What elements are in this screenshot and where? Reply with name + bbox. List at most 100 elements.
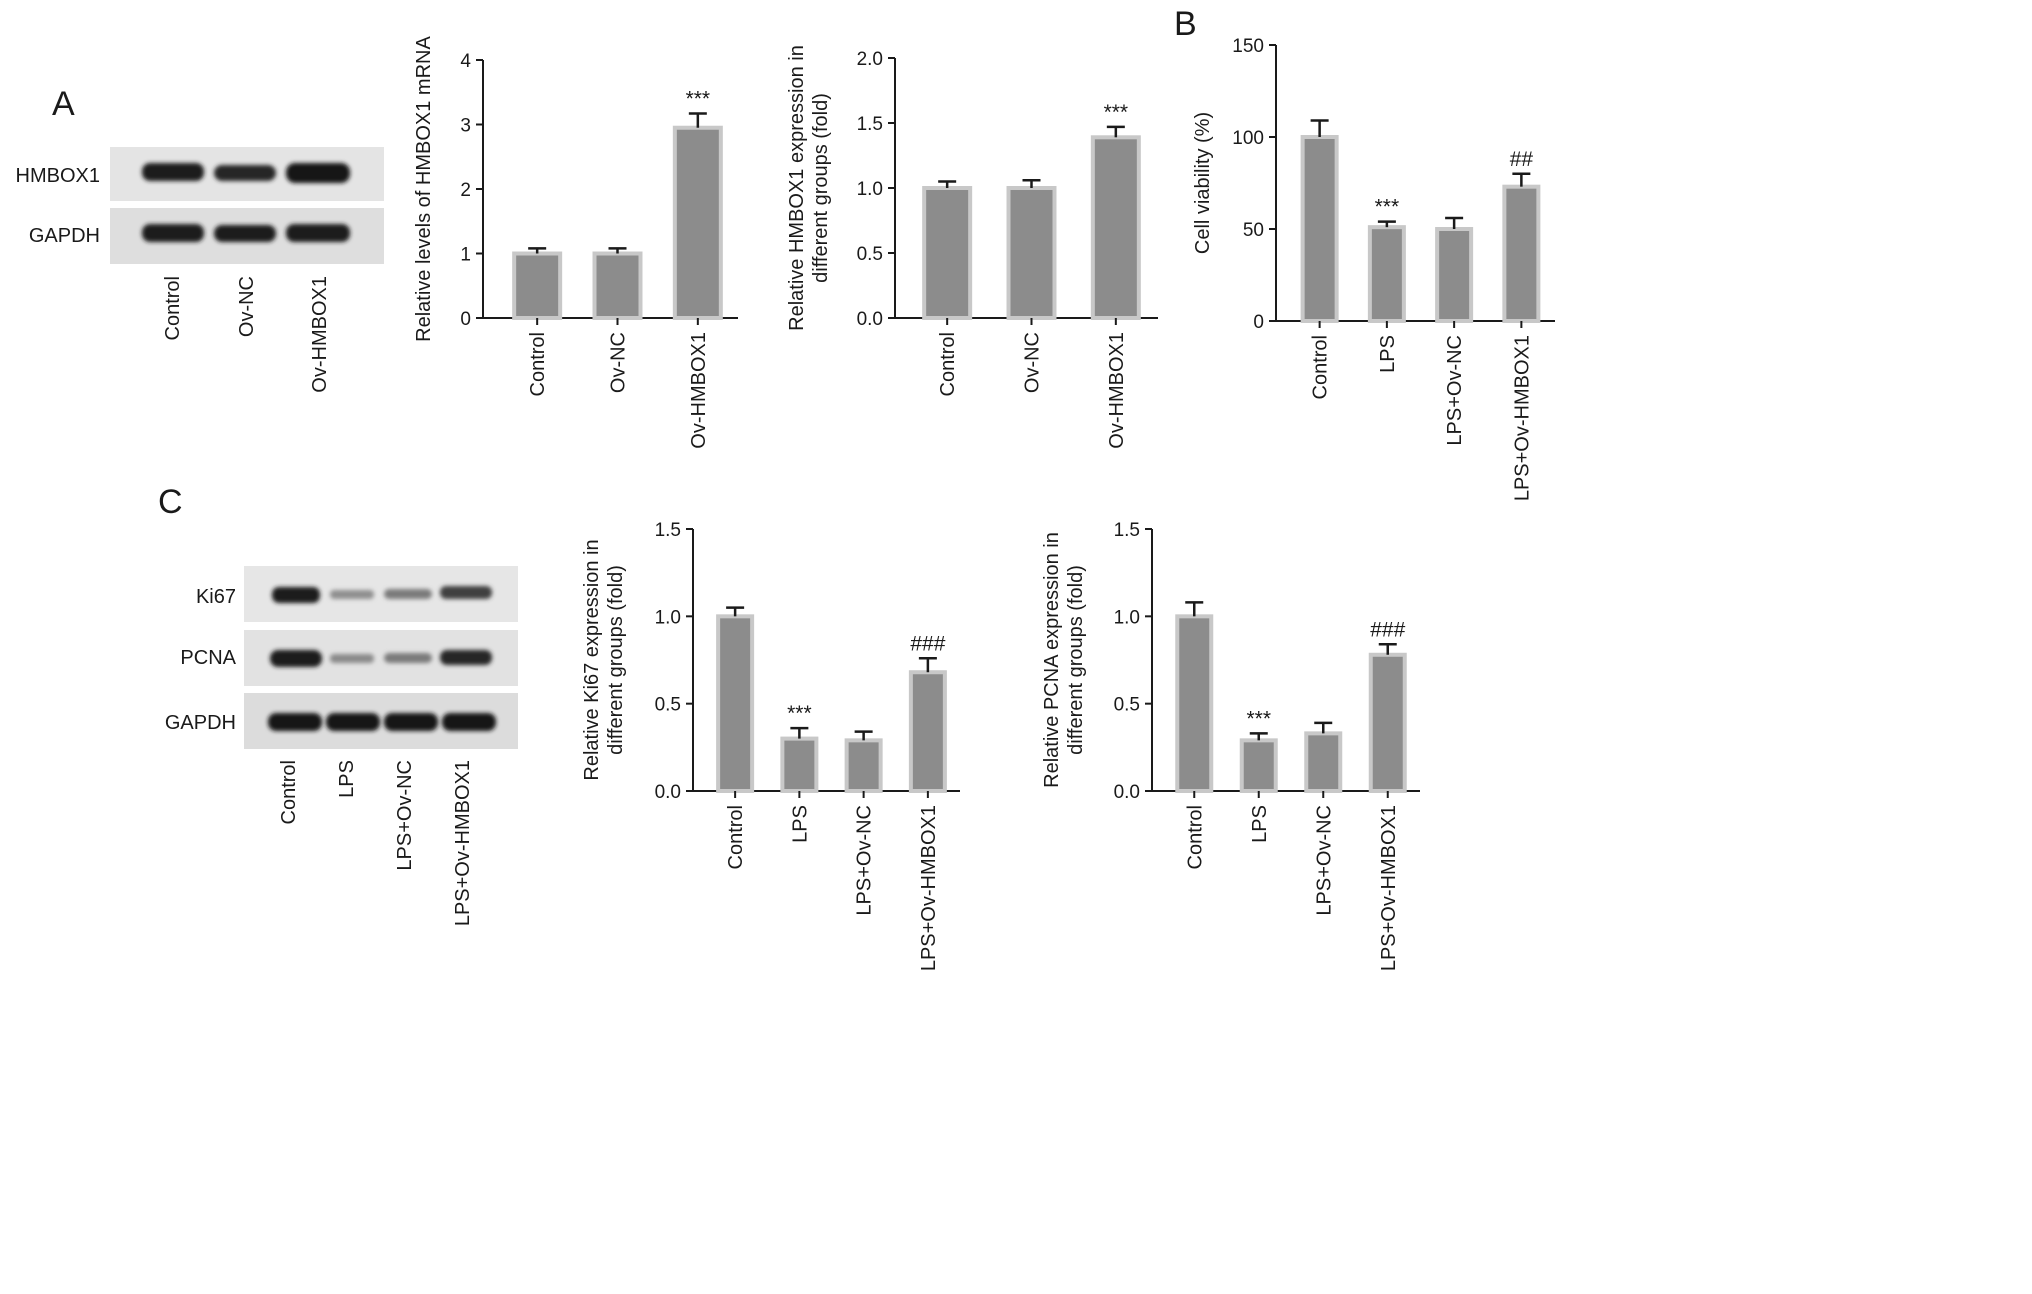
blot-band [270,650,322,667]
bar [1304,731,1343,793]
blot-band [142,163,204,181]
y-tick-label: 0.5 [655,695,681,716]
blot-band [384,653,432,663]
x-tick-label: Ov-HMBOX1 [688,332,710,449]
bar [1175,614,1214,793]
y-tick-label: 1.0 [1114,607,1140,628]
blot-band [286,224,350,242]
y-axis-label: Relative Ki67 expression in [581,539,603,780]
x-tick-label: LPS+Ov-NC [854,805,876,916]
bar [780,736,819,793]
y-tick-label: 2.0 [857,49,883,70]
y-tick-label: 0.0 [1114,782,1140,803]
significance-label: ### [1370,618,1405,641]
y-tick-label: 1.0 [857,179,883,200]
y-tick-label: 50 [1243,220,1264,241]
bar [908,670,947,794]
x-tick-label: Control [725,805,747,869]
y-tick-label: 1 [460,245,471,266]
y-tick-label: 150 [1232,36,1264,57]
blot-row-label-ki67: Ki67 [196,586,236,608]
blot-lane-label: LPS+Ov-NC [394,760,416,871]
bar [1435,227,1474,323]
x-tick-label: LPS [1377,335,1399,373]
figure: A B C HMBOX1 GAPDH Control Ov-NC Ov-HMBO… [16,5,1555,971]
blot-band [286,163,350,183]
bar [922,186,973,320]
blot-band [330,590,374,599]
x-tick-label: LPS+Ov-HMBOX1 [1511,335,1533,501]
blot-row-label-gapdh: GAPDH [29,225,100,247]
x-tick-label: LPS+Ov-HMBOX1 [1378,805,1400,971]
y-axis-label: Relative HMBOX1 expression in [786,45,808,331]
blot-row-label-pcna: PCNA [180,647,236,669]
blot-band [384,589,432,599]
western-blot-a: HMBOX1 GAPDH Control Ov-NC Ov-HMBOX1 [16,147,384,393]
ki67-bar-chart: 0.0 0.5 1.0 1.5 Relative Ki67 expression in d… [581,520,960,971]
significance-label: *** [1246,707,1271,730]
x-tick-label: LPS+Ov-HMBOX1 [918,805,940,971]
pcna-bar-chart: 0.0 0.5 1.0 1.5 Relative PCNA expression in d… [1041,520,1420,971]
x-tick-label: Control [1184,805,1206,869]
y-axis-label: different groups (fold) [1065,565,1087,755]
bar [1367,225,1406,323]
y-tick-label: 0.0 [857,309,883,330]
y-tick-label: 0 [460,309,471,330]
y-tick-label: 1.0 [655,607,681,628]
y-tick-label: 0 [1253,312,1264,333]
blot-band [330,654,374,663]
panel-label-b: B [1174,5,1197,43]
blot-band [442,713,496,731]
blot-band [440,586,492,599]
western-blot-c: Ki67 PCNA GAPDH Control LPS LPS+Ov-NC LP… [165,566,518,926]
panel-label-c: C [158,483,183,521]
y-tick-label: 0.0 [655,782,681,803]
x-tick-label: Ov-HMBOX1 [1106,332,1128,449]
blot-lane-label: LPS [336,760,358,798]
blot-band [440,650,492,665]
blot-lane-label: LPS+Ov-HMBOX1 [452,760,474,926]
blot-band [268,713,322,731]
bar [1006,186,1057,320]
blot-row-label-gapdh: GAPDH [165,712,236,734]
blot-lane-label: Ov-NC [236,276,258,337]
hmbox1-protein-bar-chart: 0.0 0.5 1.0 1.5 2.0 Relative HMBOX1 expressio… [786,45,1158,449]
blot-band [272,587,320,603]
y-tick-label: 100 [1232,128,1264,149]
y-tick-label: 0.5 [1114,695,1140,716]
bar [672,125,723,320]
x-tick-label: Ov-NC [608,332,630,393]
x-tick-label: LPS+Ov-NC [1313,805,1335,916]
blot-lane-label: Ov-HMBOX1 [309,276,331,393]
mrna-bar-chart: 0 1 2 3 4 Relative levels of HMBOX1 mRNA Contr… [413,36,738,449]
y-tick-label: 1.5 [857,114,883,135]
bar [1368,652,1407,794]
blot-band [326,713,380,731]
significance-label: *** [787,702,812,725]
significance-label: *** [1375,196,1400,219]
y-axis-label: Relative PCNA expression in [1041,532,1063,788]
x-tick-label: Control [937,332,959,396]
cell-viability-bar-chart: 0 50 100 150 Cell viability (%) Control *** LPS… [1192,36,1555,501]
blot-band [214,225,276,242]
y-tick-label: 1.5 [1114,520,1140,541]
significance-label: ## [1510,148,1534,171]
bar [1090,135,1141,320]
y-axis-label: different groups (fold) [605,565,627,755]
bar [1502,184,1541,323]
blot-lane-label: Control [278,760,300,824]
bar [592,251,643,320]
x-tick-label: Control [1310,335,1332,399]
panel-label-a: A [52,85,75,123]
blot-lane-label: Control [162,276,184,340]
y-tick-label: 0.5 [857,244,883,265]
y-tick-label: 4 [460,51,471,72]
y-axis-label: Cell viability (%) [1192,112,1214,254]
x-tick-label: LPS [1249,805,1271,843]
y-tick-label: 2 [460,180,471,201]
blot-band [142,224,204,242]
bar [512,251,563,320]
x-tick-label: LPS [789,805,811,843]
y-axis-label: Relative levels of HMBOX1 mRNA [413,36,435,342]
blot-band [384,713,438,731]
